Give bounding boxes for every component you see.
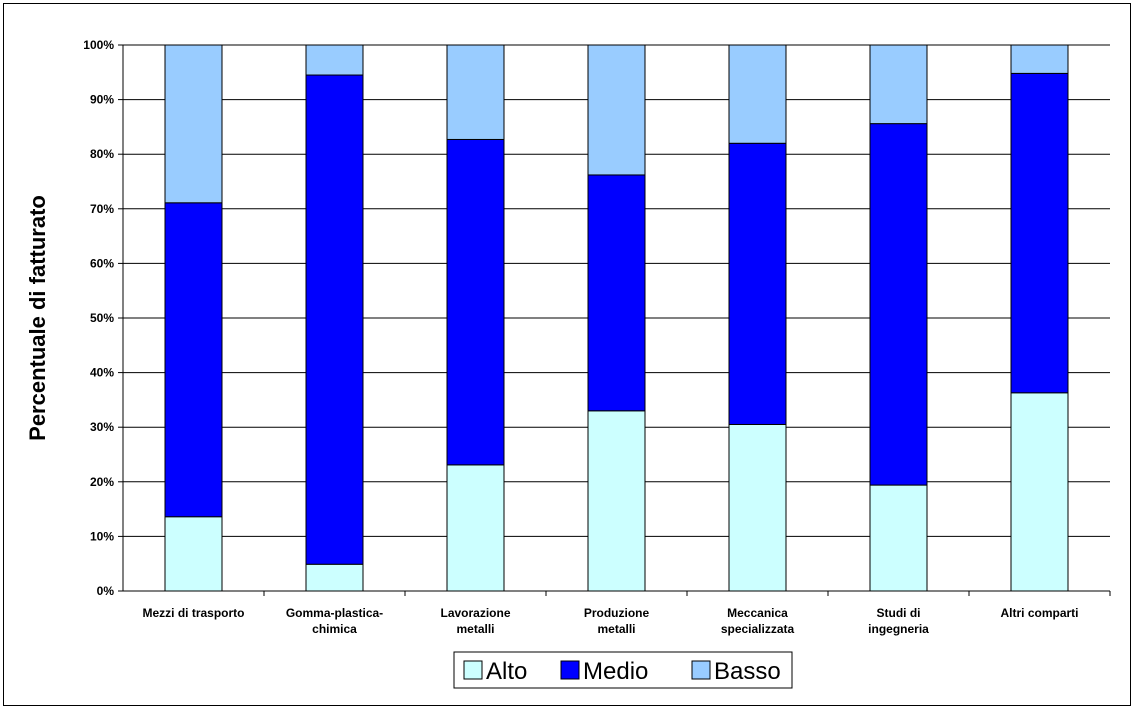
bar-segment-alto	[587, 410, 646, 592]
bar-segment-alto	[728, 423, 787, 592]
bar-segment-alto	[869, 484, 928, 592]
legend-swatch-alto	[463, 660, 483, 680]
bar-segment-medio	[1010, 72, 1069, 394]
x-tick-label: Produzione metalli	[584, 606, 650, 636]
bar-segment-medio	[164, 202, 223, 518]
bar-segment-basso	[305, 44, 364, 76]
y-tick-label: 90%	[90, 93, 114, 107]
bar-segment-alto	[164, 516, 223, 592]
legend-label-alto: Alto	[486, 658, 527, 685]
bar-segment-alto	[305, 563, 364, 592]
x-tick-label: Studi di ingegneria	[868, 606, 929, 636]
x-tick-label: Gomma-plastica-chimica	[286, 606, 383, 636]
y-tick-label: 60%	[90, 256, 114, 270]
y-tick-label: 80%	[90, 147, 114, 161]
bar-segment-alto	[1010, 392, 1069, 592]
bar-segment-basso	[587, 44, 646, 176]
bar-segment-medio	[446, 138, 505, 466]
bar-segment-basso	[728, 44, 787, 144]
bar-segment-basso	[869, 44, 928, 125]
y-tick-label: 10%	[90, 529, 114, 543]
legend-swatch-medio	[560, 660, 580, 680]
bar-segment-basso	[446, 44, 505, 140]
legend-swatch-basso	[691, 660, 711, 680]
bar-segment-alto	[446, 464, 505, 592]
y-tick-label: 70%	[90, 202, 114, 216]
bar-segment-basso	[1010, 44, 1069, 74]
legend-label-basso: Basso	[714, 658, 781, 685]
bar-segment-medio	[869, 123, 928, 486]
x-tick-label: Meccanica specializzata	[721, 606, 795, 636]
bar-segment-medio	[587, 174, 646, 412]
y-tick-label: 30%	[90, 420, 114, 434]
y-tick-label: 20%	[90, 475, 114, 489]
x-tick-label: Altri comparti	[1000, 606, 1078, 620]
y-tick-label: 40%	[90, 366, 114, 380]
bar-segment-basso	[164, 44, 223, 204]
legend-label-medio: Medio	[583, 658, 648, 685]
y-tick-label: 0%	[97, 584, 115, 598]
x-tick-label: Lavorazione metalli	[440, 606, 510, 636]
x-tick-label: Mezzi di trasporto	[142, 606, 244, 620]
bar-segment-medio	[305, 74, 364, 565]
y-tick-label: 50%	[90, 311, 114, 325]
y-tick-label: 100%	[83, 38, 114, 52]
legend-box	[453, 651, 793, 689]
y-axis-label: Percentuale di fatturato	[25, 195, 50, 441]
bar-segment-medio	[728, 142, 787, 425]
